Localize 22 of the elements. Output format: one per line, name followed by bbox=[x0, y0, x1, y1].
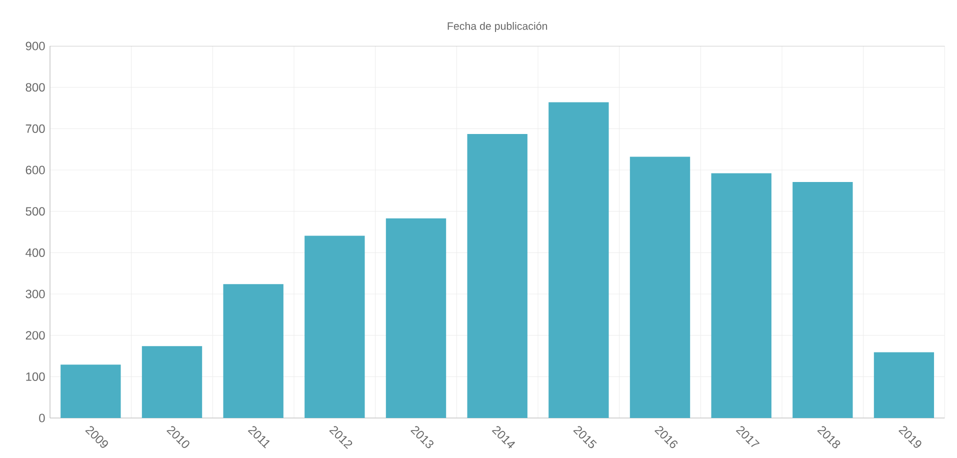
y-tick-label: 600 bbox=[26, 166, 45, 174]
bar bbox=[711, 173, 772, 418]
y-tick-label: 900 bbox=[26, 42, 45, 50]
chart-title: Fecha de publicación bbox=[448, 22, 548, 32]
y-tick-label: 100 bbox=[26, 372, 45, 381]
bar bbox=[792, 182, 853, 418]
y-tick-label: 800 bbox=[26, 83, 45, 92]
bar bbox=[60, 364, 121, 418]
y-tick-label: 700 bbox=[26, 124, 45, 133]
y-tick-label: 400 bbox=[26, 248, 45, 257]
y-tick-label: 0 bbox=[39, 414, 45, 422]
bar bbox=[223, 284, 284, 418]
bar bbox=[630, 156, 690, 418]
y-tick-label: 300 bbox=[26, 290, 45, 298]
bar bbox=[304, 236, 365, 418]
bar bbox=[874, 352, 934, 418]
y-tick-label: 500 bbox=[26, 207, 45, 216]
bar bbox=[142, 346, 202, 418]
bar bbox=[467, 134, 528, 418]
y-tick-label: 200 bbox=[26, 331, 45, 340]
bar bbox=[548, 102, 609, 418]
bar bbox=[386, 218, 446, 418]
